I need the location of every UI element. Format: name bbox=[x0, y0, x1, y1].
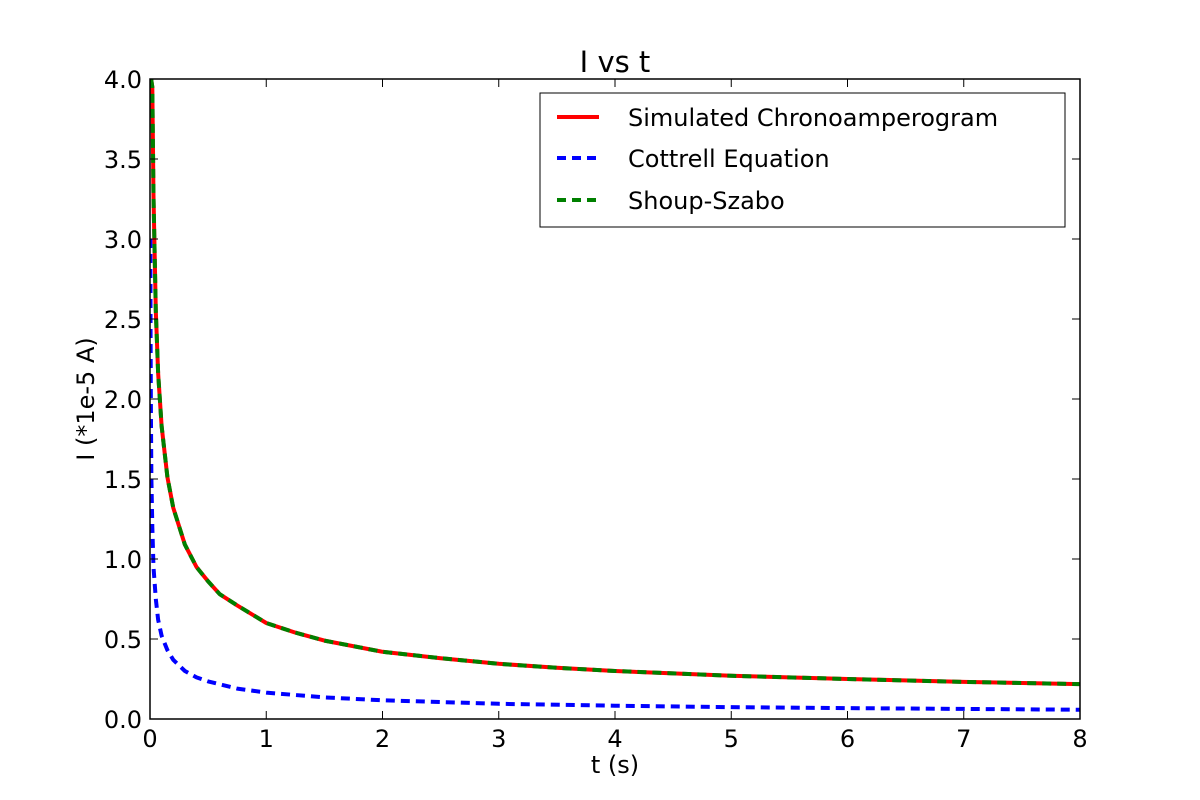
x-tick-label: 4 bbox=[607, 725, 622, 753]
ticks-group: 0 1 2 3 4 5 6 7 8 0.0 0.5 1.0 1.5 2.0 2.5 3.0 3.5 4.0 bbox=[104, 66, 1088, 753]
series-line-cottrell-equation bbox=[150, 238, 1080, 712]
y-axis-title: I (*1e-5 A) bbox=[72, 337, 100, 460]
y-tick-label: 4.0 bbox=[104, 66, 142, 94]
legend-label-simulated-chronoamperogram: Simulated Chronoamperogram bbox=[628, 104, 998, 132]
x-tick-label: 5 bbox=[724, 725, 739, 753]
y-tick-label: 2.0 bbox=[104, 386, 142, 414]
legend-label-cottrell-equation: Cottrell Equation bbox=[628, 145, 830, 173]
x-tick-label: 1 bbox=[259, 725, 274, 753]
legend: Simulated Chronoamperogram Cottrell Equa… bbox=[539, 92, 1066, 228]
y-tick-label: 0.0 bbox=[104, 706, 142, 734]
y-tick-label: 1.0 bbox=[104, 546, 142, 574]
y-tick-label: 0.5 bbox=[104, 626, 142, 654]
chart-title: I vs t bbox=[580, 45, 651, 79]
plot-frame bbox=[149, 78, 1081, 720]
legend-label-shoup-szabo: Shoup-Szabo bbox=[628, 187, 785, 215]
x-tick-label: 0 bbox=[142, 725, 157, 753]
y-tick-label: 2.5 bbox=[104, 306, 142, 334]
x-tick-label: 6 bbox=[840, 725, 855, 753]
x-tick-label: 8 bbox=[1072, 725, 1087, 753]
series-line-shoup-szabo bbox=[150, 79, 1080, 687]
y-tick-label: 3.5 bbox=[104, 146, 142, 174]
x-tick-label: 2 bbox=[375, 725, 390, 753]
y-tick-label: 1.5 bbox=[104, 466, 142, 494]
series-group bbox=[150, 79, 1080, 712]
x-tick-label: 7 bbox=[956, 725, 971, 753]
x-axis-title: t (s) bbox=[591, 751, 639, 779]
legend-box bbox=[539, 92, 1066, 228]
x-tick-label: 3 bbox=[491, 725, 506, 753]
y-tick-label: 3.0 bbox=[104, 226, 142, 254]
